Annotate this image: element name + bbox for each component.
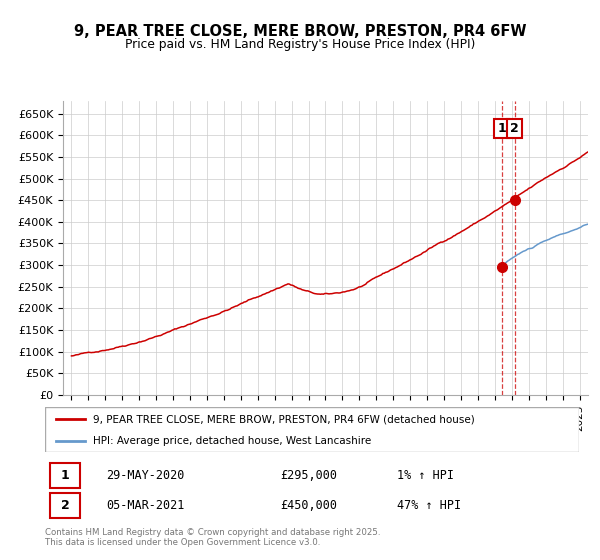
FancyBboxPatch shape bbox=[45, 407, 579, 452]
Text: 05-MAR-2021: 05-MAR-2021 bbox=[106, 499, 185, 512]
Text: HPI: Average price, detached house, West Lancashire: HPI: Average price, detached house, West… bbox=[93, 436, 371, 446]
Text: 1: 1 bbox=[61, 469, 70, 482]
Text: 9, PEAR TREE CLOSE, MERE BROW, PRESTON, PR4 6FW: 9, PEAR TREE CLOSE, MERE BROW, PRESTON, … bbox=[74, 24, 526, 39]
FancyBboxPatch shape bbox=[50, 493, 80, 518]
Text: 9, PEAR TREE CLOSE, MERE BROW, PRESTON, PR4 6FW (detached house): 9, PEAR TREE CLOSE, MERE BROW, PRESTON, … bbox=[93, 414, 475, 424]
Text: £295,000: £295,000 bbox=[280, 469, 337, 482]
Text: 2: 2 bbox=[61, 499, 70, 512]
Text: Contains HM Land Registry data © Crown copyright and database right 2025.
This d: Contains HM Land Registry data © Crown c… bbox=[45, 528, 380, 548]
Text: 29-MAY-2020: 29-MAY-2020 bbox=[106, 469, 185, 482]
Text: 2: 2 bbox=[510, 122, 519, 135]
Text: 47% ↑ HPI: 47% ↑ HPI bbox=[397, 499, 461, 512]
Text: Price paid vs. HM Land Registry's House Price Index (HPI): Price paid vs. HM Land Registry's House … bbox=[125, 38, 475, 51]
Text: £450,000: £450,000 bbox=[280, 499, 337, 512]
Text: 1: 1 bbox=[497, 122, 506, 135]
Text: 1% ↑ HPI: 1% ↑ HPI bbox=[397, 469, 454, 482]
FancyBboxPatch shape bbox=[50, 463, 80, 488]
